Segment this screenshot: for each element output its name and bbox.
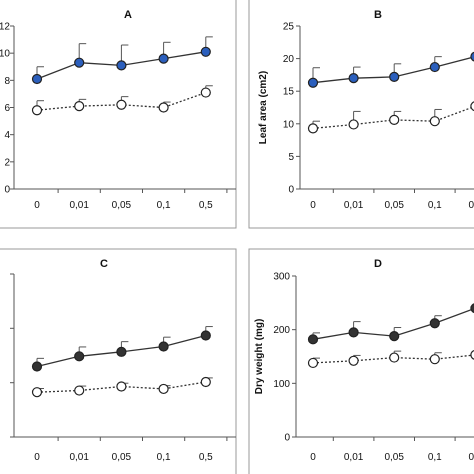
data-point-filled xyxy=(389,71,400,82)
data-point-filled xyxy=(348,327,359,338)
y-tick-label: 100 xyxy=(273,379,290,390)
data-point-filled xyxy=(307,334,319,345)
x-tick-label: 0,05 xyxy=(384,452,404,463)
panel-b: B 0 5 10 15 20 25 0 0,01 0,05 0,1 0,5 Leaf area (cm2… xyxy=(258,9,474,211)
data-point-open xyxy=(348,355,359,366)
data-point-filled xyxy=(200,330,211,341)
data-point-filled xyxy=(429,318,440,329)
y-tick-label: 8 xyxy=(4,76,10,87)
data-point-open xyxy=(307,123,319,134)
x-tick-label: 0 xyxy=(34,200,40,211)
data-point-filled xyxy=(470,51,474,62)
data-point-filled xyxy=(470,303,474,314)
data-point-open xyxy=(200,376,211,388)
x-tick-label: 0,1 xyxy=(157,452,171,463)
y-tick-label: 6 xyxy=(4,103,10,114)
x-tick-label: 0,5 xyxy=(468,452,474,463)
y-tick-label: 10 xyxy=(283,119,295,130)
y-tick-label: 20 xyxy=(283,54,295,65)
data-point-filled xyxy=(116,60,127,71)
data-point-filled xyxy=(389,331,400,342)
data-point-open xyxy=(307,357,319,369)
x-tick-label: 0,05 xyxy=(384,200,404,211)
x-tick-label: 0,01 xyxy=(69,200,89,211)
data-point-open xyxy=(74,101,85,112)
x-tick-label: 0,01 xyxy=(344,452,364,463)
panel-title: C xyxy=(100,258,108,270)
data-point-filled xyxy=(31,361,43,372)
data-point-filled xyxy=(348,73,359,84)
data-point-open xyxy=(200,87,211,98)
data-point-filled xyxy=(429,61,440,73)
data-point-filled xyxy=(116,346,127,357)
panel-frame-d xyxy=(248,248,474,474)
y-tick-label: 4 xyxy=(4,130,10,141)
panel-title: A xyxy=(124,9,132,21)
y-tick-label: 0 xyxy=(4,185,10,196)
y-tick-label: 200 xyxy=(273,325,290,336)
data-point-open xyxy=(158,383,169,395)
y-tick-label: 5 xyxy=(288,152,294,163)
y-tick-label: 25 xyxy=(283,22,295,33)
y-tick-label: 300 xyxy=(273,272,290,283)
panel-frame-a xyxy=(0,0,237,229)
data-point-open xyxy=(74,385,85,396)
data-point-open xyxy=(389,114,400,125)
panel-frame-c xyxy=(0,248,237,474)
y-tick-label: 15 xyxy=(283,87,295,98)
x-tick-label: 0,5 xyxy=(468,200,474,211)
panel-a: A 0 2 4 6 8 10 12 0 0,01 0,05 0,1 0,5 xyxy=(0,9,236,211)
y-tick-label: 12 xyxy=(0,22,10,33)
data-point-open xyxy=(158,102,169,113)
data-point-open xyxy=(429,116,440,127)
data-point-filled xyxy=(158,53,169,64)
x-tick-label: 0,05 xyxy=(112,200,132,211)
data-point-open xyxy=(348,119,359,130)
data-point-open xyxy=(116,99,127,110)
x-tick-label: 0,1 xyxy=(157,200,171,211)
x-tick-label: 0,01 xyxy=(69,452,89,463)
data-point-filled xyxy=(158,341,169,352)
x-tick-label: 0,05 xyxy=(112,452,132,463)
data-point-filled xyxy=(74,57,85,68)
y-axis-label: Dry weight (mg) xyxy=(254,319,265,395)
x-tick-label: 0,01 xyxy=(344,200,364,211)
y-tick-label: 10 xyxy=(0,49,10,60)
data-point-open xyxy=(470,349,474,360)
x-tick-label: 0,1 xyxy=(428,200,442,211)
x-tick-label: 0 xyxy=(34,452,40,463)
y-axis-label: Leaf area (cm2) xyxy=(258,71,269,144)
panel-d: D 0 100 200 300 0 0,01 0,05 0,1 0,5 Dry weight (mg… xyxy=(254,258,474,463)
y-tick-label: 2 xyxy=(4,157,10,168)
data-point-open xyxy=(429,354,440,365)
data-point-filled xyxy=(31,73,43,85)
data-point-open xyxy=(470,101,474,112)
data-point-open xyxy=(31,105,43,116)
x-tick-label: 0,5 xyxy=(199,452,213,463)
data-point-open xyxy=(389,352,400,363)
y-tick-label: 0 xyxy=(284,433,290,444)
data-point-filled xyxy=(74,351,85,362)
data-point-open xyxy=(116,381,127,392)
data-point-filled xyxy=(200,46,211,57)
x-tick-label: 0 xyxy=(310,452,316,463)
y-tick-label: 0 xyxy=(288,185,294,196)
data-point-filled xyxy=(307,77,319,88)
x-tick-label: 0,1 xyxy=(428,452,442,463)
panel-title: D xyxy=(374,258,382,270)
panel-frame-b xyxy=(248,0,474,229)
x-tick-label: 0,5 xyxy=(199,200,213,211)
data-point-open xyxy=(31,387,43,398)
panel-title: B xyxy=(374,9,382,21)
panel-c: C 0 0,01 0,05 0,1 0,5 xyxy=(10,258,236,463)
x-tick-label: 0 xyxy=(310,200,316,211)
